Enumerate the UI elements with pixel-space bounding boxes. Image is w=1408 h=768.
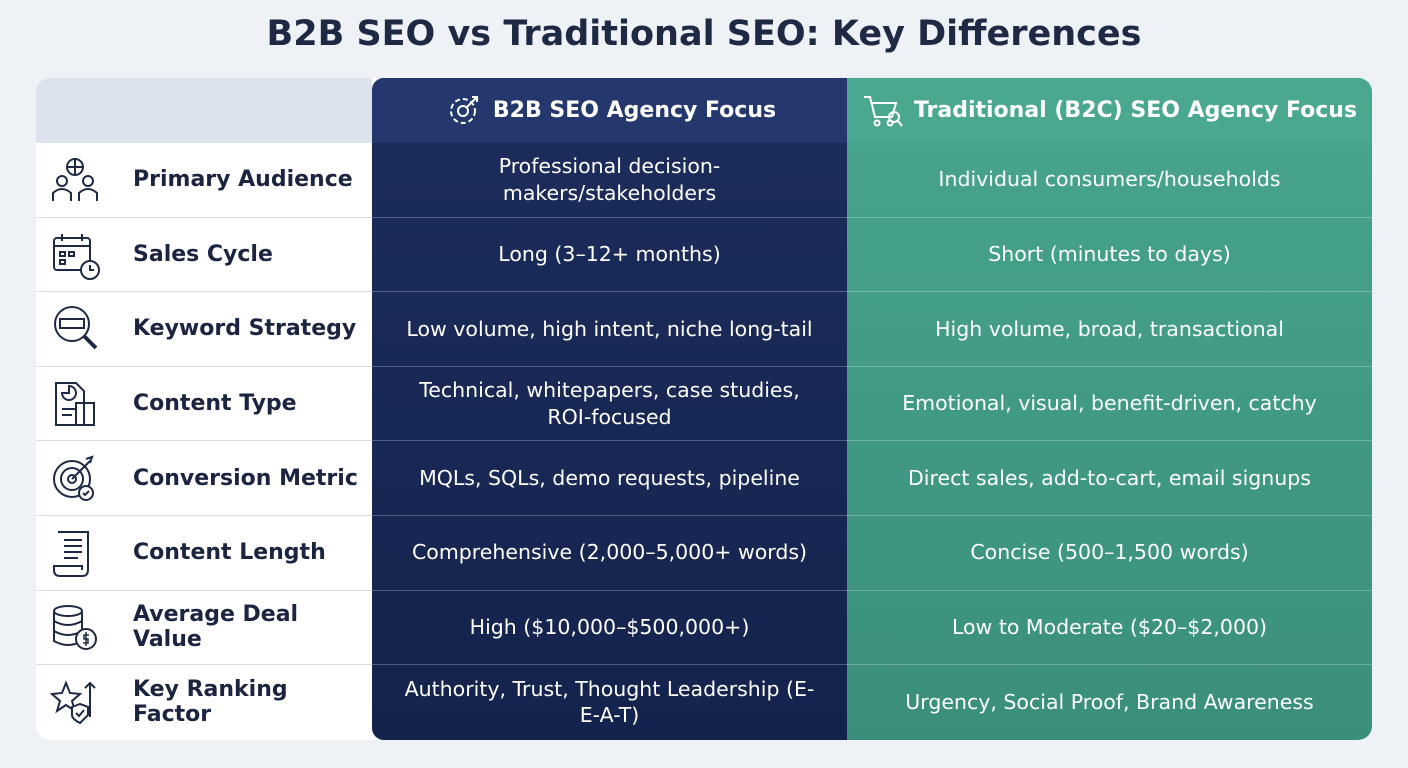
b2c-cell: Emotional, visual, benefit-driven, catch… [847,367,1372,442]
b2c-cell: High volume, broad, transactional [847,292,1372,367]
b2c-cell: Individual consumers/households [847,143,1372,218]
row-label-cell: Sales Cycle [36,218,372,293]
column-header-text: Traditional (B2C) SEO Agency Focus [913,98,1358,123]
table-row: Key Ranking Factor Authority, Trust, Thou… [36,665,1372,740]
row-label: Content Type [133,391,297,417]
gear-icon [449,95,478,124]
comparison-table: B2B SEO Agency Focus Traditional (B2C) S… [36,78,1372,740]
table-row: Content Length Comprehensive (2,000–5,000… [36,516,1372,591]
b2b-column [372,78,847,740]
row-label: Sales Cycle [133,241,273,267]
row-icon [53,233,100,280]
row-label-cell: Content Type [36,367,372,442]
row-icon [52,158,98,201]
row-label-cell: Keyword Strategy [36,292,372,367]
row-label: Key Ranking Factor [133,677,288,728]
b2b-cell: Professional decision-makers/stakeholder… [372,143,847,218]
b2b-cell: Long (3–12+ months) [372,218,847,293]
b2b-cell: MQLs, SQLs, demo requests, pipeline [372,441,847,516]
b2b-cell: High ($10,000–$500,000+) [372,591,847,666]
b2c-cell: Urgency, Social Proof, Brand Awareness [905,690,1314,715]
row-icon [54,306,98,350]
row-label-cell: Primary Audience [36,143,372,218]
row-icon [53,531,89,577]
row-label: Average Deal Value [133,602,299,653]
row-label: Primary Audience [133,167,353,193]
column-header: B2B SEO Agency Focus [372,78,847,143]
b2c-cell: Low to Moderate ($20–$2,000) [847,591,1372,666]
row-label: Keyword Strategy [133,316,357,342]
table-row: Sales Cycle Long (3–12+ months) Short (min… [36,218,1372,293]
row-icon [50,680,96,725]
row-icon [55,381,95,426]
corner-cell [36,78,372,143]
b2b-cell: Comprehensive (2,000–5,000+ words) [372,516,847,591]
row-label-cell: Conversion Metric [36,441,372,516]
column-header: Traditional (B2C) SEO Agency Focus [847,78,1372,143]
table-row: Conversion Metric MQLs, SQLs, demo reques… [36,441,1372,516]
b2c-column [847,78,1372,740]
table-row: Keyword Strategy Low volume, high intent,… [36,292,1372,367]
row-label-cell: Content Length [36,516,372,591]
column-header-text: B2B SEO Agency Focus [492,98,777,123]
row-label: Content Length [133,540,326,566]
b2c-cell: Direct sales, add-to-cart, email signups [847,441,1372,516]
table-row: Content Type Technical, whitepapers, case… [36,367,1372,442]
row-label-cell: Average Deal Value [36,591,372,666]
title: B2B SEO vs Traditional SEO: Key Differen… [266,14,1142,54]
row-icon [53,604,97,650]
b2b-cell: Technical, whitepapers, case studies, RO… [372,367,847,442]
cart-icon [863,95,903,127]
b2c-cell: Short (minutes to days) [847,218,1372,293]
b2b-cell: Authority, Trust, Thought Leadership (E-… [404,676,815,728]
b2b-cell: Low volume, high intent, niche long-tail [372,292,847,367]
row-icon [53,455,94,502]
b2c-cell: Concise (500–1,500 words) [847,516,1372,591]
row-label-cell: Key Ranking Factor [36,665,372,740]
row-label: Conversion Metric [133,465,358,491]
table-row: Average Deal Value High ($10,000–$500,000… [36,591,1372,666]
table-row: Primary Audience Professional decision-ma… [36,143,1372,218]
